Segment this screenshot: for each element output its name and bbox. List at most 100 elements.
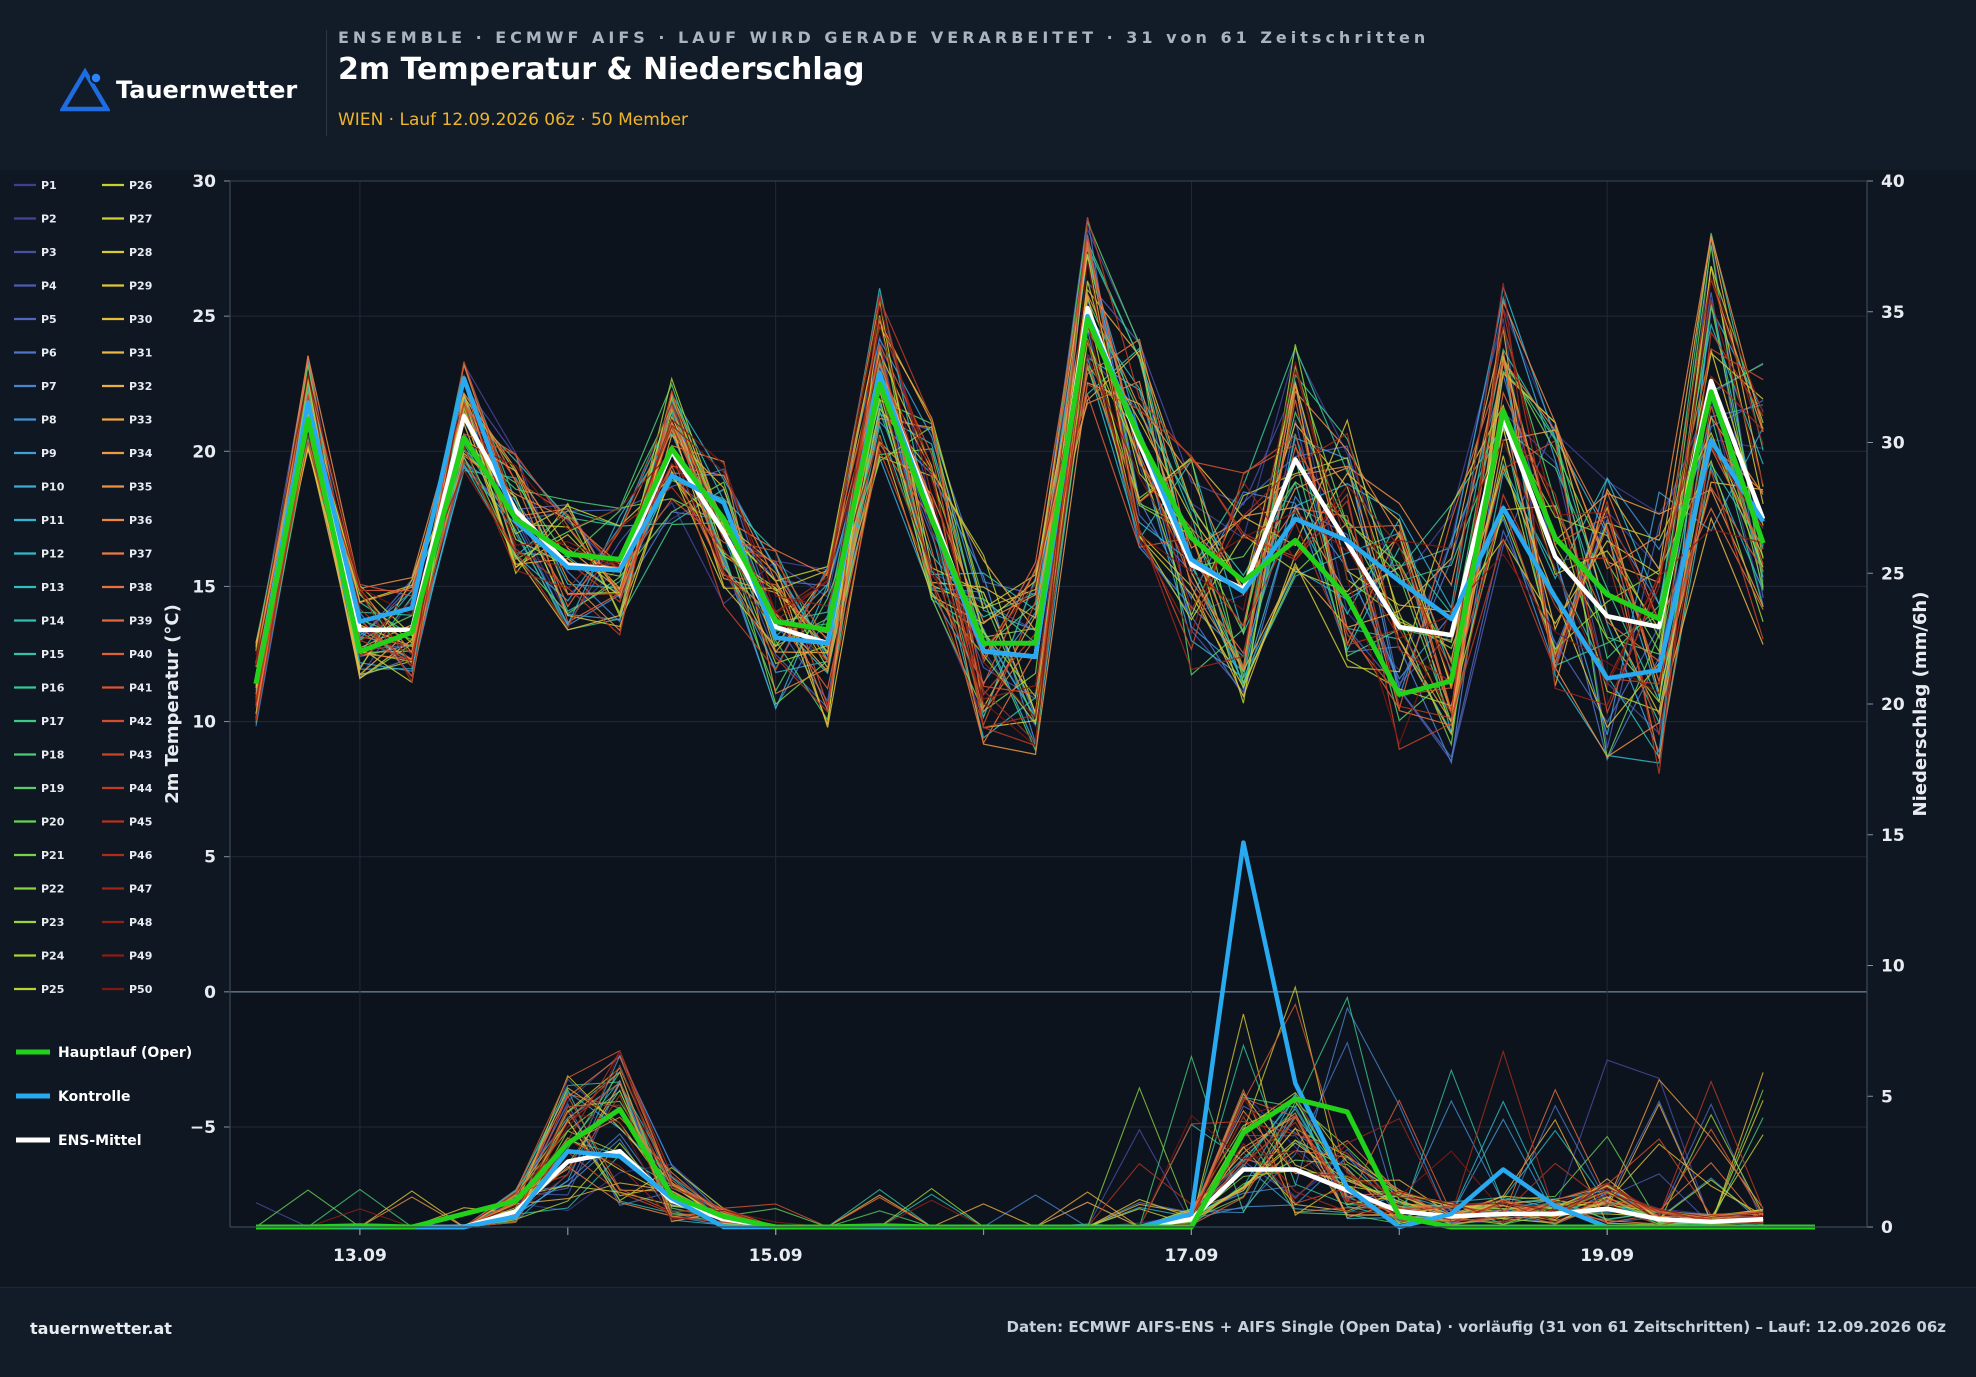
y2-tick-label: 15: [1881, 826, 1905, 846]
y-tick-label: 30: [192, 172, 216, 192]
legend-member-label: P1: [41, 179, 57, 192]
x-tick-label: 19.09: [1580, 1246, 1634, 1266]
legend-member-label: P24: [41, 950, 65, 963]
legend-member-label: P14: [41, 615, 65, 628]
member-temperature-line: [255, 261, 1764, 747]
member-temperature-line: [255, 217, 1764, 774]
legend-member-label: P9: [41, 447, 57, 460]
legend-member-label: P41: [129, 682, 152, 695]
legend-member-label: P25: [41, 983, 64, 996]
legend-member-label: P29: [129, 280, 152, 293]
legend-member-label: P46: [129, 849, 153, 862]
member-temperature-line: [255, 299, 1764, 700]
footer-source: Daten: ECMWF AIFS-ENS + AIFS Single (Ope…: [1006, 1318, 1947, 1336]
y2-tick-label: 40: [1881, 172, 1905, 192]
legend-member-label: P27: [129, 213, 152, 226]
legend-member-label: P13: [41, 581, 64, 594]
member-temperature-line: [255, 246, 1764, 711]
legend-member-label: P40: [129, 648, 153, 661]
member-temperature-line: [255, 278, 1764, 707]
legend-member-label: P48: [129, 916, 152, 929]
legend-member-label: P6: [41, 347, 57, 360]
x-tick-label: 13.09: [333, 1246, 387, 1266]
y2-tick-label: 30: [1881, 434, 1905, 454]
y-tick-label: 25: [192, 307, 216, 327]
legend-member-label: P23: [41, 916, 64, 929]
oper-temperature-line: [253, 316, 1766, 697]
legend-member-label: P44: [129, 782, 153, 795]
legend-member-label: P5: [41, 313, 57, 326]
chart-area: 30 25 20 15 10 5 0 −5 40 35 30 25 20 15 10 5 0 13.09 15.09…: [0, 170, 1976, 1287]
legend-member-label: P50: [129, 983, 153, 996]
legend-member-label: P37: [129, 548, 152, 561]
y-axis-label: 2m Temperatur (°C): [162, 604, 183, 804]
chart-title: 2m Temperatur & Niederschlag: [338, 52, 865, 87]
control-temperature-line: [253, 313, 1765, 685]
legend-member-label: P3: [41, 246, 57, 259]
legend-member-label: P4: [41, 280, 57, 293]
legend-member-label: P16: [41, 682, 65, 695]
ensemble-chart: 30 25 20 15 10 5 0 −5 40 35 30 25 20 15 10 5 0 13.09 15.09…: [14, 172, 1931, 1266]
member-temperature-line: [255, 244, 1764, 725]
member-temperature-line: [255, 242, 1764, 745]
legend-member-label: P18: [41, 749, 64, 762]
legend-member-label: P26: [129, 179, 153, 192]
y-tick-label: 15: [192, 577, 216, 597]
legend-member-label: P10: [41, 481, 65, 494]
legend-member-label: P33: [129, 414, 152, 427]
member-temperature-line: [255, 329, 1764, 744]
legend-member-label: P7: [41, 380, 57, 393]
legend-member-label: P30: [129, 313, 153, 326]
legend-member-label: P31: [129, 347, 152, 360]
y-tick-label: 20: [192, 442, 216, 462]
legend-member-label: P15: [41, 648, 64, 661]
y2-tick-label: 25: [1881, 564, 1905, 584]
legend-member-label: P22: [41, 883, 64, 896]
header: Tauernwetter ENSEMBLE · ECMWF AIFS · LAU…: [0, 0, 1976, 170]
legend-member-label: P2: [41, 213, 57, 226]
legend-member-label: P49: [129, 950, 152, 963]
legend-member-label: P19: [41, 782, 64, 795]
legend-member-label: P21: [41, 849, 64, 862]
brand-logo[interactable]: Tauernwetter: [60, 66, 297, 114]
y-tick-label: 5: [204, 848, 216, 868]
legend-member-label: P38: [129, 581, 152, 594]
run-subtitle: WIEN · Lauf 12.09.2026 06z · 50 Member: [338, 110, 689, 130]
legend-member-label: P36: [129, 514, 153, 527]
x-tick-label: 17.09: [1165, 1246, 1219, 1266]
y2-tick-label: 20: [1881, 695, 1905, 715]
legend-member-label: P20: [41, 816, 65, 829]
legend: P1 P2 P3 P4 P5 P6 P7 P8 P9 P10 P11 P12 P13 P14 P15 P16 P…: [14, 179, 192, 1149]
legend-member-label: P17: [41, 715, 64, 728]
legend-member-label: P11: [41, 514, 64, 527]
run-status-kicker: ENSEMBLE · ECMWF AIFS · LAUF WIRD GERADE…: [338, 28, 1430, 47]
member-temperature-line: [255, 292, 1764, 758]
legend-member-label: P39: [129, 615, 152, 628]
footer-site[interactable]: tauernwetter.at: [30, 1319, 172, 1338]
footer: tauernwetter.at Daten: ECMWF AIFS-ENS + …: [0, 1287, 1976, 1377]
header-divider: [326, 30, 327, 136]
legend-member-label: P28: [129, 246, 152, 259]
y2-tick-label: 10: [1881, 957, 1905, 977]
legend-member-label: P32: [129, 380, 152, 393]
legend-member-label: P45: [129, 816, 152, 829]
legend-member-label: P35: [129, 481, 152, 494]
y2-tick-label: 0: [1881, 1218, 1893, 1238]
legend-member-label: P12: [41, 548, 64, 561]
member-temperature-line: [255, 356, 1764, 751]
y-tick-label: −5: [190, 1118, 216, 1138]
member-temperature-line: [255, 235, 1764, 727]
brand-name: Tauernwetter: [116, 76, 298, 104]
y2-tick-label: 35: [1881, 303, 1905, 323]
legend-member-label: P43: [129, 749, 152, 762]
mountain-logo-icon: [60, 67, 110, 112]
legend-control-label: Kontrolle: [58, 1089, 131, 1105]
legend-member-label: P8: [41, 414, 57, 427]
y-tick-label: 0: [204, 983, 216, 1003]
legend-mean-label: ENS-Mittel: [58, 1133, 142, 1149]
x-tick-label: 15.09: [749, 1246, 803, 1266]
y-tick-label: 10: [192, 713, 216, 733]
y2-axis-label: Niederschlag (mm/6h): [1910, 592, 1931, 817]
legend-oper-label: Hauptlauf (Oper): [58, 1045, 192, 1061]
legend-member-label: P34: [129, 447, 153, 460]
